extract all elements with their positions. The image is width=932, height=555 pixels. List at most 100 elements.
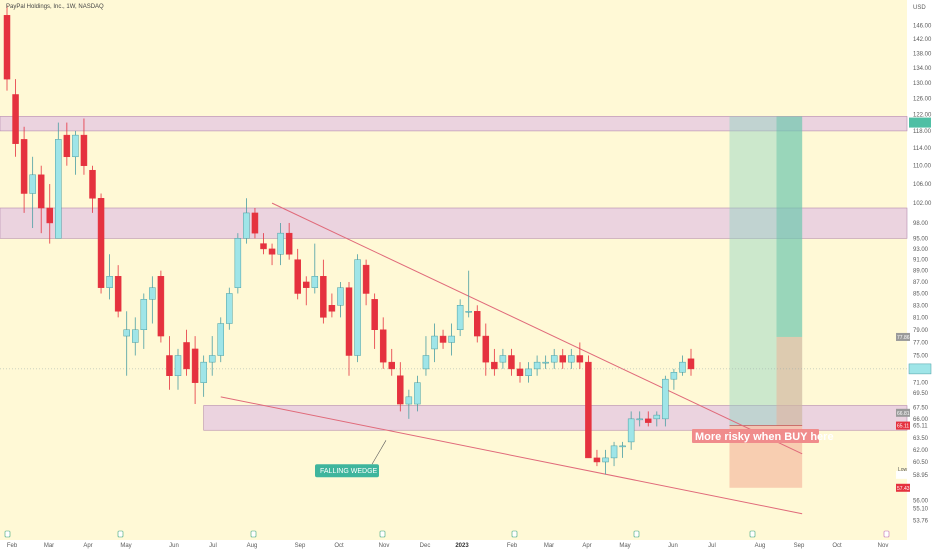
- wedge-lower-line: [220, 396, 803, 515]
- x-tick-label: Apr: [582, 543, 591, 549]
- x-tick-label: May: [619, 543, 630, 549]
- earnings-flag-icon: [4, 530, 11, 538]
- candle-body: [294, 259, 301, 294]
- wedge-callout-line: [371, 440, 387, 465]
- candle: [55, 122, 62, 239]
- y-tick-label: 83.00: [913, 303, 929, 309]
- candle-body: [89, 169, 96, 199]
- low-price-label: 58.95: [897, 473, 910, 479]
- candle-body: [157, 276, 165, 337]
- candle: [379, 317, 387, 369]
- candle: [422, 336, 430, 376]
- candle-body: [627, 418, 635, 443]
- current-price-label: 66.81: [897, 411, 910, 417]
- candle-body: [576, 355, 584, 363]
- price-zone: [0, 116, 908, 132]
- candle-body: [653, 414, 661, 420]
- target-zone-inner: [776, 116, 803, 337]
- candle-body: [516, 368, 524, 376]
- candle-body: [379, 329, 387, 363]
- candle-body: [354, 259, 361, 356]
- candle-body: [149, 287, 156, 300]
- candle: [397, 362, 404, 412]
- candle-body: [397, 375, 404, 405]
- candle: [285, 222, 293, 260]
- candle: [414, 375, 421, 412]
- x-tick-label: Aug: [247, 543, 258, 549]
- x-tick-label: May: [120, 543, 131, 549]
- x-tick-label: Nov: [379, 543, 390, 549]
- candle-body: [328, 305, 336, 312]
- candle: [106, 254, 113, 300]
- candle-body: [63, 134, 71, 158]
- candle: [431, 323, 438, 363]
- candle: [226, 287, 233, 330]
- candle: [568, 348, 575, 369]
- low-price-label-box: [896, 470, 910, 479]
- x-tick-label: Jul: [708, 543, 716, 549]
- candle-body: [568, 355, 575, 363]
- candle-body: [29, 174, 36, 194]
- candle-body: [542, 361, 549, 364]
- x-tick-label: Apr: [83, 543, 92, 549]
- event-flag-icon: [883, 530, 890, 538]
- y-tick-label: 63.50: [913, 436, 929, 442]
- candle: [602, 449, 609, 475]
- candle: [439, 329, 447, 349]
- last-price-marker: [908, 363, 932, 375]
- y-tick-label: 53.76: [913, 519, 929, 525]
- candle: [533, 355, 541, 376]
- candle-body: [371, 299, 378, 331]
- price-zone: [0, 207, 908, 239]
- target-price-label-box: [896, 332, 910, 341]
- wedge-annotation: FALLING WEDGE: [320, 468, 378, 475]
- candle: [140, 293, 148, 349]
- y-tick-label: 75.00: [913, 354, 929, 360]
- candle: [499, 348, 507, 369]
- candle-body: [208, 355, 216, 363]
- y-tick-label: 142.00: [913, 37, 932, 43]
- candle: [234, 233, 242, 294]
- candle: [491, 348, 498, 376]
- low-label: Low: [898, 467, 908, 473]
- candle-body: [226, 293, 233, 324]
- candle-body: [166, 355, 173, 376]
- candle: [157, 270, 165, 343]
- y-tick-label: 118.00: [913, 129, 932, 135]
- x-tick-label: Nov: [878, 543, 889, 549]
- y-tick-label: 56.00: [913, 498, 929, 504]
- candle: [46, 184, 53, 244]
- candle-body: [550, 355, 558, 363]
- candle-body: [456, 305, 464, 331]
- candle: [482, 323, 490, 376]
- candle: [653, 411, 661, 427]
- candle: [542, 355, 549, 369]
- y-tick-label: 106.00: [913, 182, 932, 188]
- entry-price-label: 65.11: [897, 424, 909, 430]
- candle: [328, 293, 336, 318]
- candle-body: [474, 311, 481, 337]
- candle-body: [687, 358, 695, 370]
- y-tick-label: 93.00: [913, 247, 929, 253]
- candle-body: [12, 94, 19, 144]
- y-tick-label: 81.00: [913, 315, 929, 321]
- x-tick-label: Mar: [44, 543, 54, 549]
- x-tick-label: Feb: [7, 543, 18, 549]
- candle: [89, 165, 96, 213]
- candle: [645, 411, 652, 427]
- candle-body: [636, 418, 643, 421]
- candle-body: [268, 248, 276, 255]
- candle: [149, 276, 156, 324]
- risk-annotation: More risky when BUY here: [695, 431, 834, 443]
- candle: [585, 355, 592, 459]
- x-tick-label: Sep: [295, 543, 306, 549]
- candle: [208, 336, 216, 376]
- x-tick-label: Feb: [507, 543, 518, 549]
- candle: [388, 348, 395, 376]
- y-tick-label: 146.00: [913, 23, 932, 29]
- candle-body: [277, 232, 284, 255]
- y-tick-label: 69.50: [913, 391, 929, 397]
- candle-body: [465, 311, 472, 313]
- candle: [662, 375, 669, 427]
